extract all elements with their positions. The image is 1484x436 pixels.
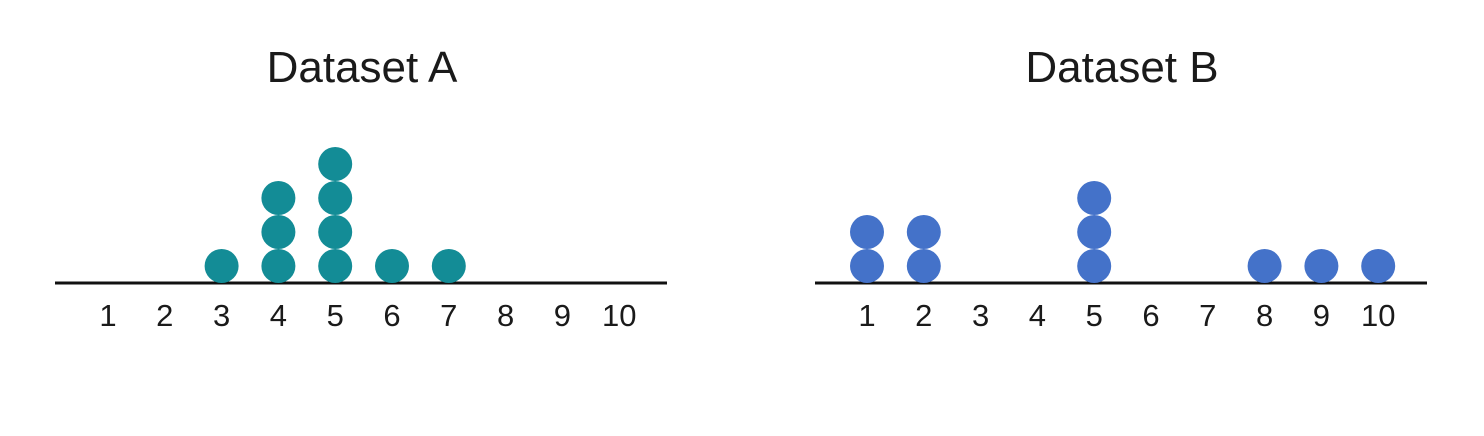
x-tick-label: 6: [1142, 298, 1159, 333]
data-dot: [431, 249, 466, 283]
data-dot: [318, 215, 353, 249]
x-tick-label: 9: [554, 298, 571, 333]
data-dot: [1077, 181, 1112, 215]
x-tick-label: 2: [915, 298, 932, 333]
data-dot: [1247, 249, 1282, 283]
x-tick-label: 7: [440, 298, 457, 333]
data-dot: [850, 215, 884, 249]
x-tick-label: 1: [858, 298, 875, 333]
x-tick-label: 9: [1313, 298, 1330, 333]
x-tick-label: 1: [99, 298, 116, 333]
x-tick-label: 4: [270, 298, 287, 333]
data-dot: [906, 249, 941, 283]
data-dot: [906, 215, 941, 249]
data-dot: [318, 147, 353, 181]
x-tick-label: 3: [213, 298, 230, 333]
data-dot: [261, 249, 296, 283]
data-dot: [261, 215, 296, 249]
x-tick-label: 6: [383, 298, 400, 333]
x-tick-label: 8: [1256, 298, 1273, 333]
x-tick-label: 3: [972, 298, 989, 333]
x-tick-label: 4: [1029, 298, 1046, 333]
dot-plot-panel-2: Dataset B 1 2 3 4 5 6 7 8 9 10: [815, 43, 1427, 333]
x-tick-label: 10: [602, 298, 636, 333]
data-dot: [318, 181, 353, 215]
chart-title: Dataset B: [1025, 43, 1218, 92]
x-tick-label: 2: [156, 298, 173, 333]
data-dot: [375, 249, 409, 283]
chart-title: Dataset A: [267, 43, 458, 92]
x-tick-label: 10: [1361, 298, 1395, 333]
data-dot: [1304, 249, 1339, 283]
data-dot: [318, 249, 353, 283]
data-dot: [204, 249, 239, 283]
data-dot: [261, 181, 296, 215]
x-tick-label: 7: [1199, 298, 1216, 333]
data-dot: [1361, 249, 1396, 283]
dot-plot-panel-1: Dataset A 1 2 3 4 5 6 7 8 9 10: [55, 43, 667, 333]
data-dot: [850, 249, 884, 283]
x-tick-label: 8: [497, 298, 514, 333]
data-dot: [1077, 215, 1112, 249]
x-tick-label: 5: [327, 298, 344, 333]
data-dot: [1077, 249, 1112, 283]
x-tick-label: 5: [1086, 298, 1103, 333]
